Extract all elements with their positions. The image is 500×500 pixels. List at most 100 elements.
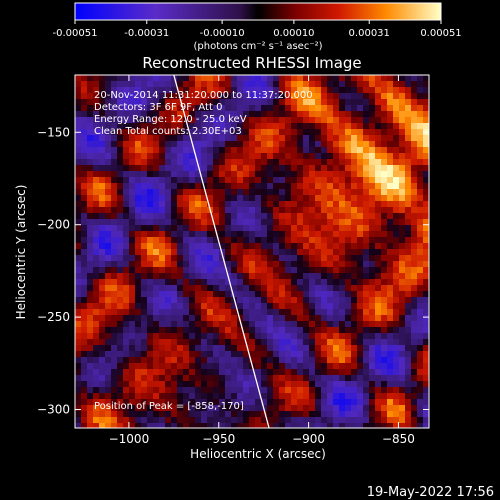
heatmap-cell (165, 267, 172, 274)
heatmap-cell (243, 75, 250, 82)
x-tick-label: −950 (202, 432, 235, 446)
heatmap-cell (381, 201, 388, 208)
heatmap-cell (237, 387, 244, 394)
heatmap-cell (159, 255, 166, 262)
heatmap-cell (393, 267, 400, 274)
heatmap-cell (309, 237, 316, 244)
heatmap-cell (87, 99, 94, 106)
heatmap-cell (159, 75, 166, 82)
heatmap-cell (345, 309, 352, 316)
heatmap-cell (315, 393, 322, 400)
heatmap-cell (159, 225, 166, 232)
heatmap-cell (399, 159, 406, 166)
heatmap-cell (345, 381, 352, 388)
heatmap-cell (147, 345, 154, 352)
heatmap-cell (225, 147, 232, 154)
heatmap-cell (147, 309, 154, 316)
heatmap-cell (261, 231, 268, 238)
heatmap-cell (81, 117, 88, 124)
heatmap-cell (357, 261, 364, 268)
heatmap-cell (399, 261, 406, 268)
heatmap-cell (339, 279, 346, 286)
heatmap-cell (339, 249, 346, 256)
heatmap-cell (339, 405, 346, 412)
heatmap-cell (261, 243, 268, 250)
heatmap-cell (141, 171, 148, 178)
heatmap-cell (303, 153, 310, 160)
heatmap-cell (309, 177, 316, 184)
heatmap-cell (423, 417, 429, 424)
heatmap-cell (363, 105, 370, 112)
heatmap-cell (171, 267, 178, 274)
heatmap-cell (105, 393, 112, 400)
heatmap-cell (159, 93, 166, 100)
heatmap-cell (411, 153, 418, 160)
heatmap-cell (417, 153, 424, 160)
heatmap-cell (141, 357, 148, 364)
heatmap-cell (363, 189, 370, 196)
heatmap-cell (315, 327, 322, 334)
heatmap-cell (411, 141, 418, 148)
heatmap-cell (393, 201, 400, 208)
heatmap-cell (135, 75, 142, 82)
heatmap-cell (405, 423, 412, 428)
heatmap-cell (351, 75, 358, 82)
heatmap-cell (189, 363, 196, 370)
heatmap-cell (279, 207, 286, 214)
heatmap-cell (357, 165, 364, 172)
heatmap-cell (117, 225, 124, 232)
heatmap-cell (255, 165, 262, 172)
heatmap-cell (273, 147, 280, 154)
heatmap-cell (177, 171, 184, 178)
heatmap-cell (243, 357, 250, 364)
heatmap-cell (375, 357, 382, 364)
heatmap-cell (123, 129, 130, 136)
heatmap-cell (117, 327, 124, 334)
heatmap-cell (213, 297, 220, 304)
heatmap-cell (87, 249, 94, 256)
heatmap-cell (93, 291, 100, 298)
heatmap-cell (381, 369, 388, 376)
heatmap-cell (135, 219, 142, 226)
heatmap-cell (273, 87, 280, 94)
heatmap-cell (369, 243, 376, 250)
heatmap-cell (249, 93, 256, 100)
heatmap-cell (165, 357, 172, 364)
heatmap-cell (75, 357, 82, 364)
heatmap-cell (339, 285, 346, 292)
heatmap-cell (357, 201, 364, 208)
heatmap-cell (207, 93, 214, 100)
heatmap-cell (207, 105, 214, 112)
heatmap-cell (93, 405, 100, 412)
heatmap-cell (189, 345, 196, 352)
heatmap-cell (309, 417, 316, 424)
heatmap-cell (369, 333, 376, 340)
heatmap-cell (141, 183, 148, 190)
heatmap-cell (315, 153, 322, 160)
heatmap-cell (417, 375, 424, 382)
heatmap-cell (399, 93, 406, 100)
heatmap-cell (279, 321, 286, 328)
heatmap-cell (159, 153, 166, 160)
heatmap-cell (405, 279, 412, 286)
heatmap-cell (231, 411, 238, 418)
heatmap-cell (423, 207, 429, 214)
heatmap-cell (177, 141, 184, 148)
heatmap-cell (117, 189, 124, 196)
heatmap-cell (225, 243, 232, 250)
heatmap-cell (141, 207, 148, 214)
heatmap-cell (93, 117, 100, 124)
heatmap-cell (243, 345, 250, 352)
heatmap-cell (237, 261, 244, 268)
heatmap-cell (231, 321, 238, 328)
heatmap-cell (231, 357, 238, 364)
heatmap-cell (93, 93, 100, 100)
heatmap-cell (357, 81, 364, 88)
heatmap-cell (93, 279, 100, 286)
heatmap-cell (399, 333, 406, 340)
heatmap-cell (219, 237, 226, 244)
heatmap-cell (279, 123, 286, 130)
heatmap-cell (321, 381, 328, 388)
heatmap-cell (351, 237, 358, 244)
heatmap-cell (333, 405, 340, 412)
